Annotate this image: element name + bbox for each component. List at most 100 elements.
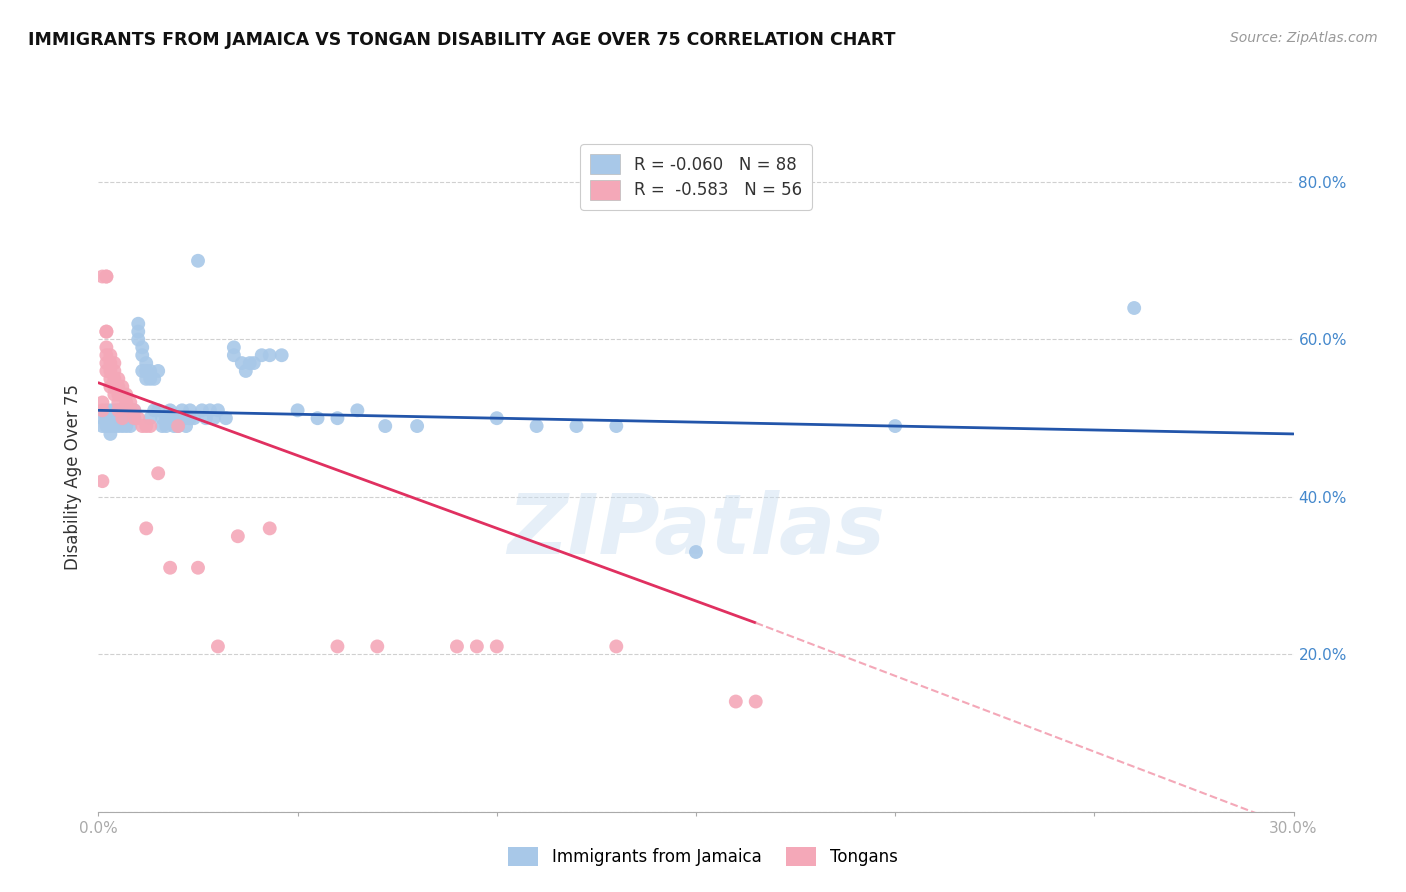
- Point: [115, 419, 138, 434]
- Point: [115, 411, 138, 425]
- Point: [91, 419, 114, 434]
- Point: [107, 411, 129, 425]
- Point: [111, 387, 134, 401]
- Point: [148, 403, 170, 417]
- Point: [159, 403, 181, 417]
- Point: [115, 403, 138, 417]
- Point: [103, 387, 125, 401]
- Point: [231, 356, 253, 370]
- Point: [485, 411, 508, 425]
- Point: [100, 364, 122, 378]
- Point: [103, 419, 125, 434]
- Point: [96, 269, 118, 284]
- Point: [96, 403, 118, 417]
- Point: [96, 419, 118, 434]
- Point: [172, 411, 194, 425]
- Point: [163, 411, 186, 425]
- Point: [135, 521, 157, 535]
- Point: [366, 640, 388, 654]
- Point: [127, 325, 149, 339]
- Text: IMMIGRANTS FROM JAMAICA VS TONGAN DISABILITY AGE OVER 75 CORRELATION CHART: IMMIGRANTS FROM JAMAICA VS TONGAN DISABI…: [28, 31, 896, 49]
- Point: [91, 474, 114, 488]
- Point: [100, 372, 122, 386]
- Point: [107, 419, 129, 434]
- Point: [374, 419, 396, 434]
- Point: [605, 640, 627, 654]
- Point: [124, 403, 146, 417]
- Point: [91, 395, 114, 409]
- Point: [724, 694, 747, 708]
- Point: [120, 419, 142, 434]
- Point: [124, 411, 146, 425]
- Point: [465, 640, 488, 654]
- Point: [103, 411, 125, 425]
- Point: [143, 372, 166, 386]
- Point: [174, 411, 197, 425]
- Point: [187, 560, 209, 574]
- Point: [135, 419, 157, 434]
- Point: [222, 340, 245, 354]
- Point: [91, 269, 114, 284]
- Point: [100, 348, 122, 362]
- Point: [148, 364, 170, 378]
- Point: [127, 411, 149, 425]
- Point: [107, 411, 129, 425]
- Point: [239, 356, 262, 370]
- Point: [207, 640, 229, 654]
- Point: [183, 411, 205, 425]
- Point: [131, 419, 153, 434]
- Point: [111, 411, 134, 425]
- Point: [163, 419, 186, 434]
- Point: [111, 380, 134, 394]
- Point: [96, 325, 118, 339]
- Point: [139, 411, 162, 425]
- Point: [111, 419, 134, 434]
- Point: [124, 403, 146, 417]
- Point: [167, 411, 190, 425]
- Point: [100, 403, 122, 417]
- Point: [111, 411, 134, 425]
- Y-axis label: Disability Age Over 75: Disability Age Over 75: [65, 384, 83, 570]
- Point: [179, 411, 201, 425]
- Point: [120, 395, 142, 409]
- Point: [131, 340, 153, 354]
- Point: [96, 364, 118, 378]
- Point: [107, 395, 129, 409]
- Text: Source: ZipAtlas.com: Source: ZipAtlas.com: [1230, 31, 1378, 45]
- Point: [100, 411, 122, 425]
- Point: [107, 372, 129, 386]
- Point: [243, 356, 266, 370]
- Point: [187, 253, 209, 268]
- Point: [159, 560, 181, 574]
- Point: [96, 348, 118, 362]
- Point: [100, 426, 122, 441]
- Point: [307, 411, 329, 425]
- Text: ZIPatlas: ZIPatlas: [508, 491, 884, 571]
- Point: [120, 403, 142, 417]
- Point: [155, 411, 177, 425]
- Point: [107, 403, 129, 417]
- Point: [91, 403, 114, 417]
- Point: [685, 545, 707, 559]
- Legend: Immigrants from Jamaica, Tongans: Immigrants from Jamaica, Tongans: [501, 838, 905, 875]
- Point: [111, 403, 134, 417]
- Point: [131, 364, 153, 378]
- Point: [124, 411, 146, 425]
- Point: [139, 419, 162, 434]
- Point: [191, 403, 214, 417]
- Point: [198, 403, 221, 417]
- Point: [884, 419, 907, 434]
- Point: [150, 419, 173, 434]
- Point: [270, 348, 292, 362]
- Point: [174, 419, 197, 434]
- Point: [259, 521, 281, 535]
- Point: [107, 387, 129, 401]
- Point: [526, 419, 548, 434]
- Point: [179, 403, 201, 417]
- Point: [202, 411, 225, 425]
- Point: [96, 269, 118, 284]
- Point: [103, 364, 125, 378]
- Point: [172, 403, 194, 417]
- Point: [287, 403, 309, 417]
- Point: [215, 411, 238, 425]
